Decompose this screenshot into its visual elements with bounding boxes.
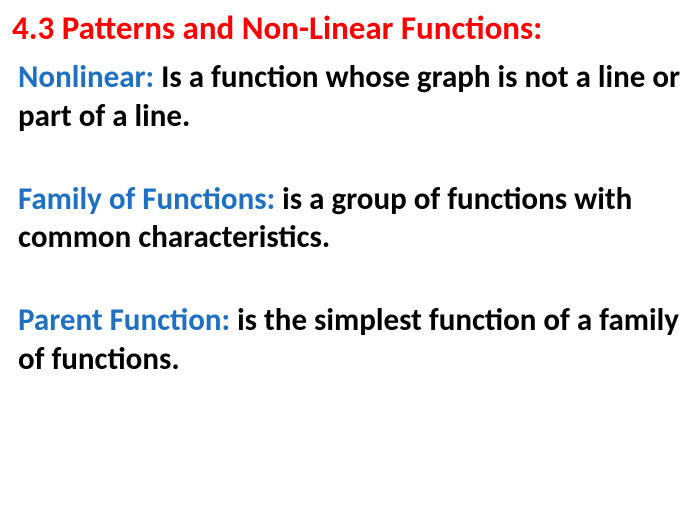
slide-title: 4.3 Patterns and Non-Linear Functions:: [12, 8, 682, 48]
slide-container: 4.3 Patterns and Non-Linear Functions: N…: [0, 0, 700, 387]
term-label: Parent Function:: [18, 301, 230, 339]
definition-block: Nonlinear: Is a function whose graph is …: [18, 58, 682, 136]
term-label: Family of Functions:: [18, 180, 275, 218]
definition-block: Parent Function: is the simplest functio…: [18, 301, 682, 379]
term-label: Nonlinear:: [18, 58, 154, 96]
definition-block: Family of Functions: is a group of funct…: [18, 180, 682, 258]
